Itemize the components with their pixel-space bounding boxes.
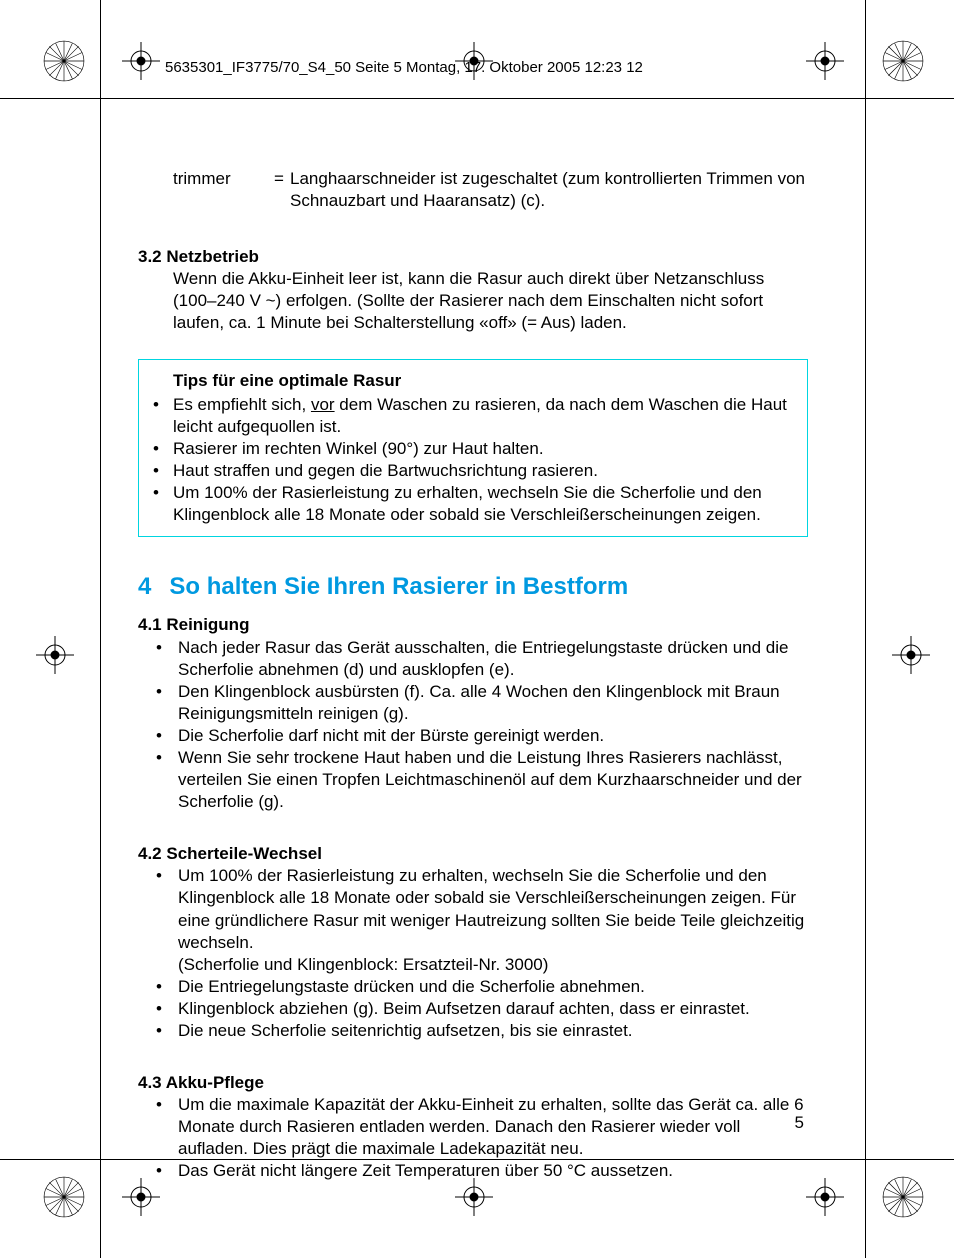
registration-mark-icon	[882, 40, 924, 82]
list-item: Klingenblock abziehen (g). Beim Aufsetze…	[156, 998, 808, 1020]
registration-mark-icon	[43, 40, 85, 82]
tips-box: Tips für eine optimale Rasur Es empfiehl…	[138, 359, 808, 538]
section-4-2-list: Um 100% der Rasierleistung zu erhalten, …	[138, 865, 808, 1042]
section-4-3-title: 4.3 Akku-Pflege	[138, 1072, 808, 1094]
section-4-title: So halten Sie Ihren Rasierer in Bestform	[169, 573, 628, 600]
section-3-2-title: 3.2 Netzbetrieb	[138, 246, 808, 268]
crosshair-icon	[892, 636, 930, 674]
registration-mark-icon	[882, 1176, 924, 1218]
section-4-number: 4	[138, 573, 151, 600]
definition-row: trimmer = Langhaarschneider ist zugescha…	[138, 168, 808, 212]
list-item: Die Scherfolie darf nicht mit der Bürste…	[156, 725, 808, 747]
tips-list: Es empfiehlt sich, vor dem Waschen zu ra…	[151, 394, 795, 527]
crop-line-right	[865, 0, 866, 1258]
tips-box-title: Tips für eine optimale Rasur	[151, 370, 795, 392]
list-item: Haut straffen und gegen die Bartwuchsric…	[151, 460, 795, 482]
crosshair-icon	[806, 1178, 844, 1216]
page-number: 5	[795, 1112, 804, 1134]
list-item: Das Gerät nicht längere Zeit Temperature…	[156, 1160, 808, 1182]
page-content: trimmer = Langhaarschneider ist zugescha…	[138, 168, 808, 1183]
crosshair-icon	[455, 1178, 493, 1216]
section-4-2-title: 4.2 Scherteile-Wechsel	[138, 843, 808, 865]
list-item: Wenn Sie sehr trockene Haut haben und di…	[156, 747, 808, 813]
crop-line-left	[100, 0, 101, 1258]
list-item: Um 100% der Rasierleistung zu erhalten, …	[156, 865, 808, 975]
definition-equals: =	[268, 168, 290, 212]
crop-line-top	[0, 98, 954, 99]
header-filepath: 5635301_IF3775/70_S4_50 Seite 5 Montag, …	[165, 58, 643, 78]
list-item: Es empfiehlt sich, vor dem Waschen zu ra…	[151, 394, 795, 438]
list-item: Nach jeder Rasur das Gerät ausschalten, …	[156, 637, 808, 681]
section-4-1-list: Nach jeder Rasur das Gerät ausschalten, …	[138, 637, 808, 814]
list-item: Die Entriegelungstaste drücken und die S…	[156, 976, 808, 998]
list-item: Um die maximale Kapazität der Akku-Einhe…	[156, 1094, 808, 1160]
crosshair-icon	[122, 42, 160, 80]
list-item: Rasierer im rechten Winkel (90°) zur Hau…	[151, 438, 795, 460]
section-4-heading: 4 So halten Sie Ihren Rasierer in Bestfor…	[138, 571, 808, 602]
section-3-2-body: Wenn die Akku-Einheit leer ist, kann die…	[138, 268, 808, 334]
definition-text: Langhaarschneider ist zugeschaltet (zum …	[290, 168, 808, 212]
crosshair-icon	[36, 636, 74, 674]
list-item: Den Klingenblock ausbürsten (f). Ca. all…	[156, 681, 808, 725]
list-item: Die neue Scherfolie seitenrichtig aufset…	[156, 1020, 808, 1042]
crosshair-icon	[122, 1178, 160, 1216]
registration-mark-icon	[43, 1176, 85, 1218]
definition-term: trimmer	[138, 168, 268, 212]
section-4-1-title: 4.1 Reinigung	[138, 614, 808, 636]
crosshair-icon	[806, 42, 844, 80]
section-4-3-list: Um die maximale Kapazität der Akku-Einhe…	[138, 1094, 808, 1182]
list-item: Um 100% der Rasierleistung zu erhalten, …	[151, 482, 795, 526]
